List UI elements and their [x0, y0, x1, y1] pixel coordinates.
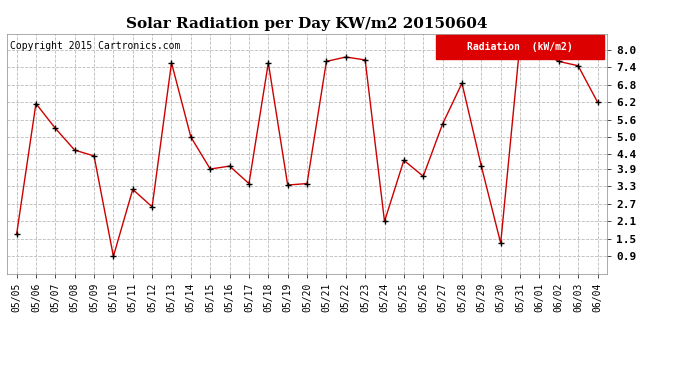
Text: Copyright 2015 Cartronics.com: Copyright 2015 Cartronics.com	[10, 41, 180, 51]
Title: Solar Radiation per Day KW/m2 20150604: Solar Radiation per Day KW/m2 20150604	[126, 17, 488, 31]
Bar	[436, 35, 604, 59]
Text: Radiation  (kW/m2): Radiation (kW/m2)	[467, 42, 573, 52]
